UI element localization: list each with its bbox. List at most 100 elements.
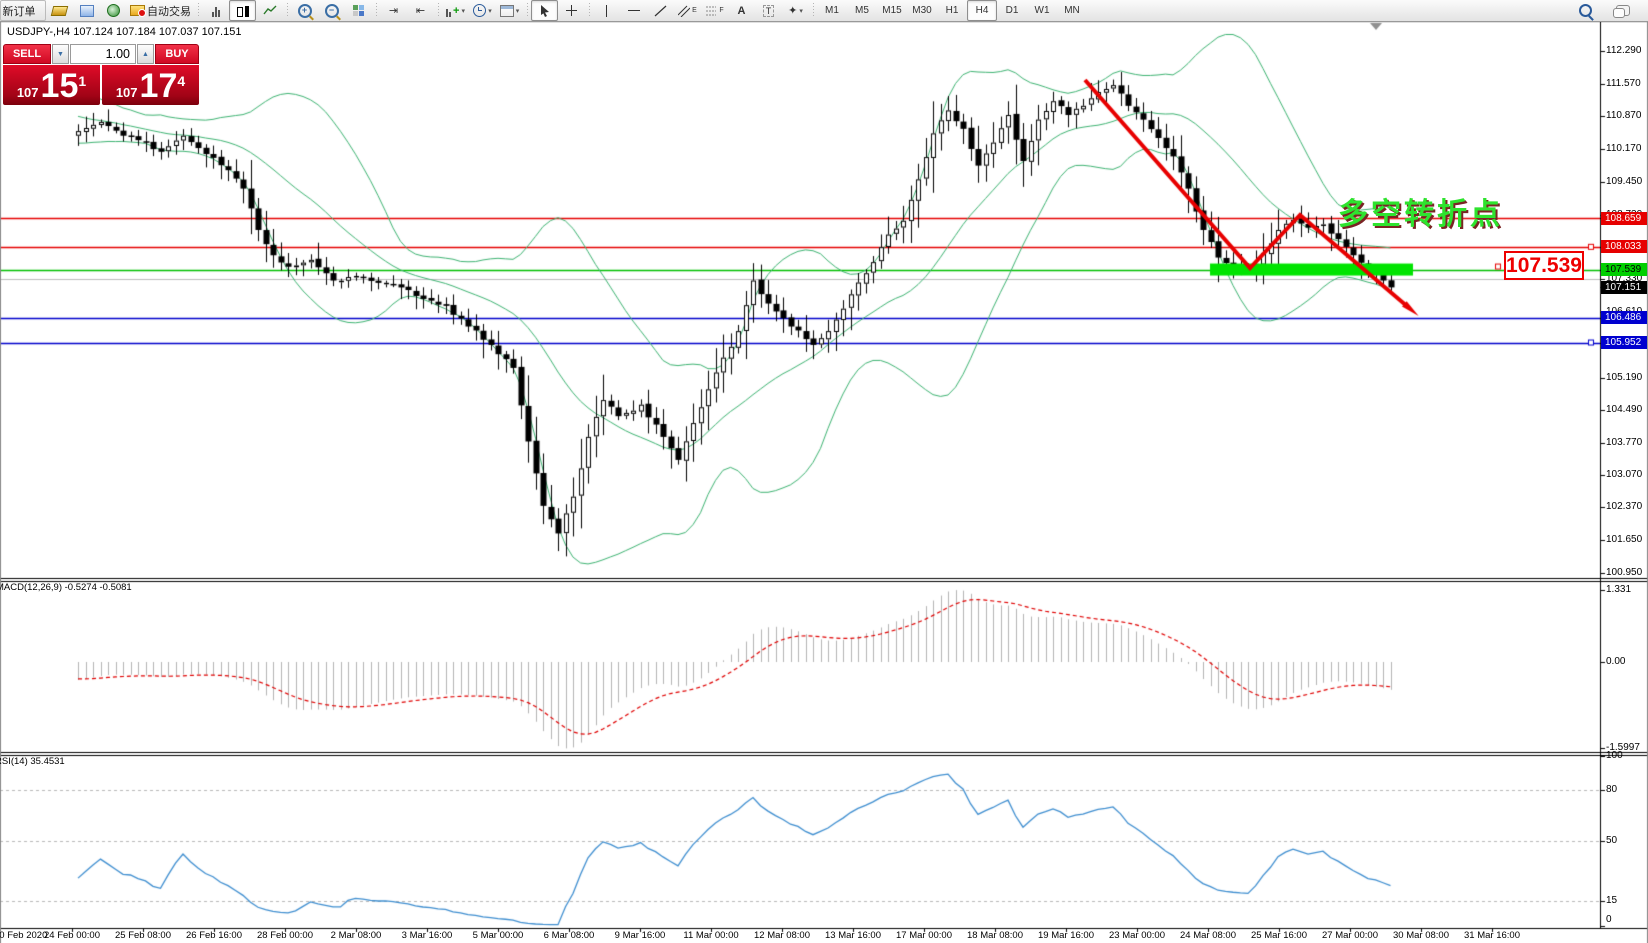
date-label: 9 Mar 16:00 [614, 930, 666, 941]
date-label: 5 Mar 00:00 [472, 930, 524, 941]
crosshair-icon [566, 5, 577, 16]
cursor-icon [540, 5, 549, 17]
turning-point-annotation: 多空转折点 [1338, 198, 1503, 231]
date-label: 28 Feb 00:00 [257, 930, 313, 941]
gold-bar-icon[interactable] [46, 0, 73, 21]
price-box-annotation[interactable]: 107.539 [1504, 251, 1584, 280]
price-tick: 110.170 [1606, 142, 1642, 154]
trendline-tool[interactable] [647, 0, 674, 21]
sell-price-panel[interactable]: 107 15 1 [3, 65, 100, 105]
price-tick: 105.190 [1606, 371, 1643, 383]
timeframe-m5[interactable]: M5 [855, 5, 869, 16]
chart-shift-icon[interactable]: ⇤ [415, 5, 426, 17]
rsi-axis-tick: 50 [1606, 835, 1618, 846]
line-chart-icon[interactable] [256, 0, 283, 21]
date-label: 25 Mar 16:00 [1251, 930, 1307, 941]
toolbar-grip [811, 3, 815, 18]
periods-button[interactable]: ▾ [469, 0, 496, 21]
horizontal-line-tool[interactable] [620, 0, 647, 21]
sell-price-big-figure: 107 [16, 85, 39, 100]
fibonacci-icon [706, 6, 717, 16]
timeframe-h4[interactable]: H4 [967, 0, 997, 21]
chat-icon[interactable] [1609, 0, 1636, 21]
date-label: 12 Mar 08:00 [754, 930, 810, 941]
cursor-tool[interactable] [531, 0, 558, 21]
arrows-tool[interactable]: ✦ ▾ [788, 5, 803, 17]
date-label: 2 Mar 08:00 [330, 930, 382, 941]
plus-icon: + [453, 4, 460, 17]
channel-icon [678, 5, 691, 17]
date-label: 30 Mar 08:00 [1393, 930, 1449, 941]
date-label: 13 Mar 16:00 [825, 930, 881, 941]
buy-price-pips: 17 [139, 67, 178, 105]
price-tick: 107.330 [1606, 273, 1643, 285]
timeframe-m15[interactable]: M15 [882, 5, 902, 16]
price-tick: 110.870 [1606, 110, 1642, 122]
rsi-axis-tick: 100 [1606, 749, 1623, 761]
buy-price-panel[interactable]: 107 17 4 [102, 65, 199, 105]
buy-price-point: 4 [177, 73, 186, 89]
zoom-in-icon[interactable]: + [291, 0, 318, 21]
new-order-button[interactable]: 新订单 [0, 0, 46, 21]
line-chart-glyph [262, 5, 276, 15]
date-label: 24 Mar 08:00 [1180, 930, 1236, 941]
price-tick: 102.370 [1606, 501, 1643, 513]
volume-input[interactable]: 1.00 [70, 44, 136, 64]
price-label: 107.539 [1601, 263, 1647, 277]
date-label: 27 Mar 00:00 [1322, 930, 1378, 941]
toolbar-grip [587, 3, 591, 18]
date-label: 3 Mar 16:00 [401, 930, 453, 941]
date-label: 23 Mar 00:00 [1109, 930, 1165, 941]
rsi-axis-tick: 15 [1606, 894, 1618, 906]
channel-tool[interactable]: E [674, 0, 701, 21]
date-label: 11 Mar 00:00 [683, 930, 739, 941]
timeframe-h1[interactable]: H1 [945, 5, 959, 16]
templates-button[interactable]: ▾ [496, 0, 523, 21]
buy-price-big-figure: 107 [115, 85, 138, 100]
clock-icon [473, 4, 487, 17]
text-tool[interactable]: A [737, 4, 746, 17]
crosshair-tool[interactable] [558, 0, 585, 21]
macd-axis-tick: -1.5997 [1606, 742, 1640, 754]
buy-button[interactable]: BUY [155, 44, 199, 64]
candlestick-chart-icon[interactable] [229, 0, 256, 21]
price-label: 107.151 [1601, 280, 1647, 294]
macd-axis-tick: 1.331 [1606, 584, 1632, 596]
autotrading-button[interactable]: 自动交易 [127, 0, 194, 21]
volume-down-button[interactable]: ▼ [52, 44, 69, 64]
macd-label: MACD(12,26,9) -0.5274 -0.5081 [0, 582, 132, 593]
bar-chart-icon[interactable] [202, 0, 229, 21]
vertical-line-tool[interactable] [593, 0, 620, 21]
timeframe-m30[interactable]: M30 [912, 5, 932, 16]
signals-icon[interactable] [100, 0, 127, 21]
sell-price-pips: 15 [40, 67, 79, 105]
price-label: 106.486 [1601, 311, 1647, 325]
price-tick: 103.770 [1606, 436, 1643, 448]
toolbar-grip [285, 3, 289, 18]
tile-windows-icon[interactable] [345, 0, 372, 21]
indicator-icon [446, 5, 452, 17]
fibonacci-tool[interactable]: F [701, 0, 728, 21]
template-icon [499, 4, 514, 17]
timeframe-w1[interactable]: W1 [1034, 5, 1050, 16]
price-tick: 100.950 [1606, 566, 1643, 578]
date-label: 25 Feb 08:00 [115, 930, 171, 941]
timeframe-mn[interactable]: MN [1064, 5, 1080, 16]
rsi-axis-tick: 0 [1606, 914, 1612, 925]
date-label: 18 Mar 08:00 [967, 930, 1023, 941]
timeframe-d1[interactable]: D1 [1005, 5, 1019, 16]
add-indicator-button[interactable]: + ▾ [442, 0, 469, 21]
date-label: 31 Mar 16:00 [1464, 930, 1520, 941]
auto-scroll-icon[interactable]: ⇥ [388, 5, 399, 17]
sell-button[interactable]: SELL [3, 44, 51, 64]
price-label: 108.033 [1601, 240, 1647, 254]
text-label-tool[interactable]: T [755, 0, 782, 21]
metaeditor-icon[interactable] [73, 0, 100, 21]
volume-up-button[interactable]: ▲ [137, 44, 154, 64]
one-click-trading-panel: SELL ▼ 1.00 ▲ BUY 107 15 1 107 17 4 [3, 44, 199, 105]
search-icon[interactable] [1572, 0, 1599, 21]
zoom-out-icon[interactable]: − [318, 0, 345, 21]
price-tick: 111.570 [1606, 78, 1641, 90]
timeframe-m1[interactable]: M1 [825, 5, 839, 16]
